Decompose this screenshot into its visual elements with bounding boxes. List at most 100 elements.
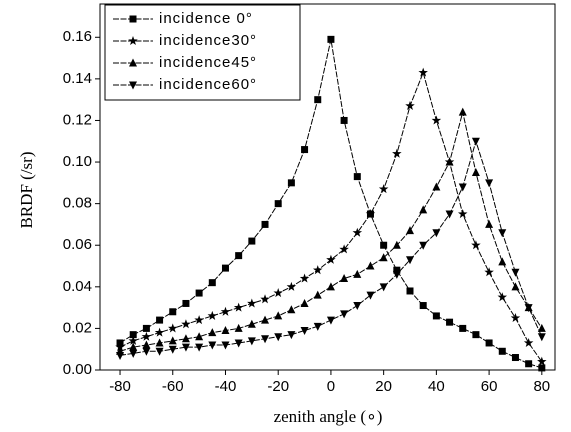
marker [142, 324, 150, 332]
marker [195, 343, 204, 352]
x-tick-label: -40 [215, 378, 237, 395]
marker [498, 229, 507, 238]
marker [379, 253, 388, 262]
marker [406, 256, 415, 265]
marker [431, 115, 442, 125]
marker [129, 342, 138, 351]
marker [247, 319, 256, 328]
marker [128, 36, 138, 46]
marker [300, 298, 309, 307]
marker [392, 240, 401, 249]
marker [419, 302, 427, 310]
marker [380, 241, 388, 249]
x-tick-label: 20 [375, 378, 392, 395]
x-axis-label: zenith angle (∘) [274, 407, 383, 426]
marker [313, 290, 322, 299]
marker [510, 313, 521, 323]
marker [459, 324, 467, 332]
marker [471, 240, 481, 250]
marker [129, 349, 138, 358]
x-tick-label: 80 [533, 378, 550, 395]
marker [115, 342, 125, 352]
marker [248, 237, 256, 245]
marker [353, 269, 362, 278]
marker [194, 315, 204, 325]
marker [181, 319, 191, 329]
marker [314, 96, 322, 104]
marker [378, 184, 389, 194]
marker [418, 67, 428, 77]
marker [537, 333, 546, 342]
marker [168, 345, 177, 354]
marker [155, 347, 164, 356]
marker [379, 283, 388, 292]
marker [405, 100, 415, 110]
y-tick-label: 0.04 [63, 278, 92, 295]
marker [142, 347, 151, 356]
marker [301, 146, 309, 154]
marker [353, 302, 362, 311]
marker [445, 157, 454, 166]
marker [247, 337, 256, 346]
marker [300, 326, 309, 335]
marker [340, 274, 349, 282]
marker [312, 265, 323, 275]
marker [326, 316, 335, 325]
marker [313, 322, 322, 331]
marker [274, 333, 283, 342]
marker [511, 268, 520, 277]
marker [274, 311, 283, 320]
marker [511, 282, 520, 291]
y-tick-label: 0.08 [63, 195, 92, 212]
marker [498, 347, 506, 355]
marker [485, 339, 493, 347]
marker [247, 298, 257, 308]
marker [235, 252, 243, 260]
marker [432, 312, 440, 320]
marker [340, 116, 348, 124]
marker [406, 287, 414, 295]
marker [326, 254, 336, 264]
marker [261, 315, 270, 324]
marker [234, 339, 243, 348]
marker [154, 327, 165, 337]
marker [419, 205, 428, 214]
marker [221, 264, 229, 272]
marker [392, 270, 401, 279]
y-tick-label: 0.00 [63, 361, 92, 378]
marker [523, 337, 534, 348]
marker [273, 288, 283, 298]
y-tick-label: 0.10 [63, 153, 92, 170]
marker [221, 325, 230, 334]
marker [538, 364, 546, 372]
marker [458, 183, 467, 192]
marker [168, 336, 177, 345]
marker [352, 227, 363, 237]
marker [287, 331, 296, 340]
marker [129, 15, 137, 23]
x-tick-label: 60 [481, 378, 498, 395]
marker [497, 292, 508, 302]
marker [181, 334, 190, 343]
marker [457, 209, 468, 219]
marker [484, 267, 494, 277]
marker [195, 289, 203, 297]
marker [537, 323, 546, 332]
legend-label: incidence60° [159, 76, 257, 93]
x-tick-label: 40 [428, 378, 445, 395]
marker [445, 210, 454, 219]
marker [287, 179, 295, 187]
legend-box [104, 4, 301, 101]
marker [365, 209, 376, 219]
marker [221, 341, 230, 350]
marker [220, 306, 231, 316]
marker [498, 257, 507, 266]
y-tick-label: 0.14 [63, 70, 92, 87]
marker [299, 273, 310, 283]
marker [392, 148, 402, 158]
marker [472, 331, 480, 339]
marker [233, 302, 244, 312]
marker [485, 219, 494, 228]
legend-label: incidence30° [159, 32, 257, 49]
marker [406, 226, 415, 235]
